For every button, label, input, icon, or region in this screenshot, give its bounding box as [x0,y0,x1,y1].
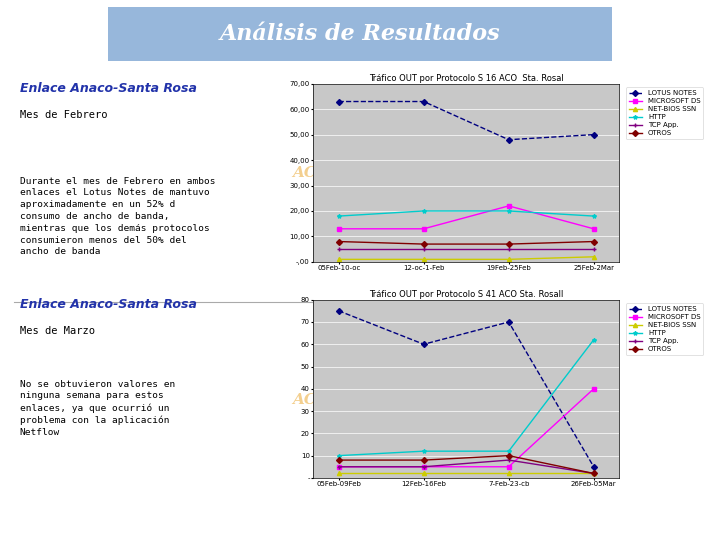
TCP App. [590,246,598,252]
TCP App. [334,463,343,470]
HTTP [334,213,343,219]
OTROS [505,241,513,247]
TCP App. [590,470,598,477]
HTTP [419,208,428,214]
Text: No se obtuvieron valores en
ninguna semana para estos
enlaces, ya que ocurrió un: No se obtuvieron valores en ninguna sema… [20,380,175,437]
LOTUS NOTES [334,308,343,314]
Text: Mes de Febrero: Mes de Febrero [20,110,107,120]
HTTP [505,448,513,454]
MICROSOFT DS [419,463,428,470]
MICROSOFT DS [334,463,343,470]
MICROSOFT DS [590,386,598,392]
MICROSOFT DS [505,463,513,470]
HTTP [334,453,343,459]
Line: HTTP: HTTP [337,338,595,458]
NET-BIOS SSN [419,470,428,477]
LOTUS NOTES [505,319,513,325]
Line: TCP App.: TCP App. [337,458,595,476]
Line: LOTUS NOTES: LOTUS NOTES [337,99,595,142]
HTTP [590,213,598,219]
Bar [108,6,612,60]
Line: NET-BIOS SSN: NET-BIOS SSN [337,255,595,261]
MICROSOFT DS [334,226,343,232]
MICROSOFT DS [419,226,428,232]
TCP App. [505,457,513,463]
Text: ACOBELLONRUI: ACOBELLONRUI [292,166,436,180]
OTROS [419,241,428,247]
LOTUS NOTES [334,98,343,105]
Line: NET-BIOS SSN: NET-BIOS SSN [337,471,595,476]
NET-BIOS SSN [505,470,513,477]
LOTUS NOTES [590,463,598,470]
TCP App. [334,246,343,252]
NET-BIOS SSN [505,256,513,262]
Legend: LOTUS NOTES, MICROSOFT DS, NET-BIOS SSN, HTTP, TCP App., OTROS: LOTUS NOTES, MICROSOFT DS, NET-BIOS SSN,… [626,87,703,139]
HTTP [590,336,598,343]
NET-BIOS SSN [590,254,598,260]
Line: OTROS: OTROS [337,454,595,476]
Line: TCP App.: TCP App. [337,247,595,251]
Line: LOTUS NOTES: LOTUS NOTES [337,309,595,469]
Line: MICROSOFT DS: MICROSOFT DS [337,387,595,469]
OTROS [419,457,428,463]
HTTP [419,448,428,454]
OTROS [590,470,598,477]
NET-BIOS SSN [590,470,598,477]
Text: Enlace Anaco-Santa Rosa: Enlace Anaco-Santa Rosa [20,82,197,96]
Title: Tráfico OUT por Protocolo S 16 ACO  Sta. Rosal: Tráfico OUT por Protocolo S 16 ACO Sta. … [369,74,564,83]
TCP App. [419,246,428,252]
OTROS [590,238,598,245]
NET-BIOS SSN [334,256,343,262]
LOTUS NOTES [590,131,598,138]
LOTUS NOTES [505,137,513,143]
TCP App. [419,463,428,470]
Line: MICROSOFT DS: MICROSOFT DS [337,204,595,231]
LOTUS NOTES [419,98,428,105]
Text: Enlace Anaco-Santa Rosa: Enlace Anaco-Santa Rosa [20,298,197,312]
Line: OTROS: OTROS [337,239,595,246]
TCP App. [505,246,513,252]
Title: Tráfico OUT por Protocolo S 41 ACO Sta. Rosall: Tráfico OUT por Protocolo S 41 ACO Sta. … [369,290,563,299]
Text: ACOBELLONRUI: ACOBELLONRUI [292,393,436,407]
NET-BIOS SSN [419,256,428,262]
OTROS [334,457,343,463]
Text: Análisis de Resultados: Análisis de Resultados [220,23,500,45]
OTROS [334,238,343,245]
MICROSOFT DS [590,226,598,232]
LOTUS NOTES [419,341,428,348]
Legend: LOTUS NOTES, MICROSOFT DS, NET-BIOS SSN, HTTP, TCP App., OTROS: LOTUS NOTES, MICROSOFT DS, NET-BIOS SSN,… [626,303,703,355]
Text: Mes de Marzo: Mes de Marzo [20,326,95,336]
Line: HTTP: HTTP [337,209,595,218]
Text: Durante el mes de Febrero en ambos
enlaces el Lotus Notes de mantuvo
aproximadam: Durante el mes de Febrero en ambos enlac… [20,177,215,256]
NET-BIOS SSN [334,470,343,477]
OTROS [505,453,513,459]
MICROSOFT DS [505,202,513,209]
HTTP [505,208,513,214]
